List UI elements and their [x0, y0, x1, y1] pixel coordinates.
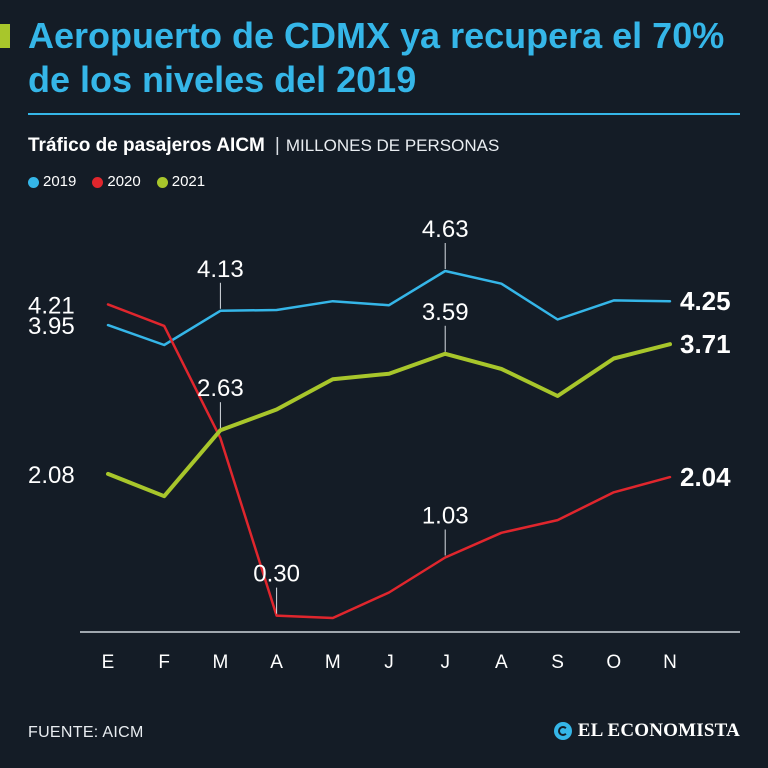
- data-label: 1.03: [422, 503, 469, 530]
- series-line-2019: [106, 269, 672, 347]
- legend-label-2021: 2021: [171, 173, 206, 190]
- x-tick-label: A: [270, 652, 283, 673]
- legend-item-2021: 2021: [156, 172, 206, 192]
- x-tick-label: M: [325, 652, 341, 673]
- data-label: 4.63: [422, 216, 469, 243]
- legend-dot-2021: [156, 176, 168, 188]
- x-tick-label: O: [606, 652, 621, 673]
- chart-subtitle: Tráfico de pasajeros AICM | MILLONES DE PE…: [28, 133, 499, 159]
- x-tick-label: E: [102, 652, 115, 673]
- legend: 2019 2020 2021: [28, 172, 205, 192]
- brand-name: EL ECONOMISTA: [577, 720, 740, 741]
- data-label: 2.63: [197, 375, 244, 402]
- series-line-2020: [106, 303, 672, 620]
- end-value-label: 4.25: [680, 286, 731, 316]
- data-label: 4.13: [197, 256, 244, 283]
- start-value-label: 2.08: [28, 462, 75, 489]
- brand-icon: [553, 722, 572, 740]
- end-value-label: 3.71: [680, 329, 731, 359]
- series-line-2021: [106, 342, 672, 499]
- x-tick-label: M: [212, 652, 228, 673]
- legend-label-2020: 2020: [107, 173, 141, 190]
- x-tick-label: F: [158, 652, 170, 673]
- accent-bar: [0, 24, 10, 48]
- unit-label: MILLONES DE PERSONAS: [285, 136, 500, 155]
- chart-title: Tráfico de pasajeros AICM: [28, 135, 265, 156]
- x-tick-label: A: [495, 652, 508, 673]
- brand-logo: EL ECONOMISTA: [553, 720, 740, 742]
- title-divider: [28, 113, 740, 115]
- x-tick-label: S: [551, 652, 564, 673]
- subtitle-separator: |: [274, 135, 280, 156]
- legend-item-2020: 2020: [92, 172, 141, 192]
- legend-dot-2019: [28, 176, 39, 188]
- x-tick-label: J: [384, 652, 394, 673]
- start-value-label: 4.21: [28, 292, 75, 319]
- legend-dot-2020: [92, 176, 104, 188]
- legend-label-2019: 2019: [43, 173, 77, 190]
- data-label: 0.30: [253, 561, 300, 588]
- end-value-label: 2.04: [680, 462, 731, 492]
- legend-item-2019: 2019: [28, 172, 76, 192]
- page-title: Aeropuerto de CDMX ya recupera el 70% de…: [28, 15, 725, 100]
- start-value-label: 3.95: [28, 313, 75, 340]
- data-label: 3.59: [422, 299, 469, 326]
- source-note: FUENTE: AICM: [28, 724, 144, 741]
- x-tick-label: J: [440, 652, 450, 673]
- x-tick-label: N: [663, 652, 677, 673]
